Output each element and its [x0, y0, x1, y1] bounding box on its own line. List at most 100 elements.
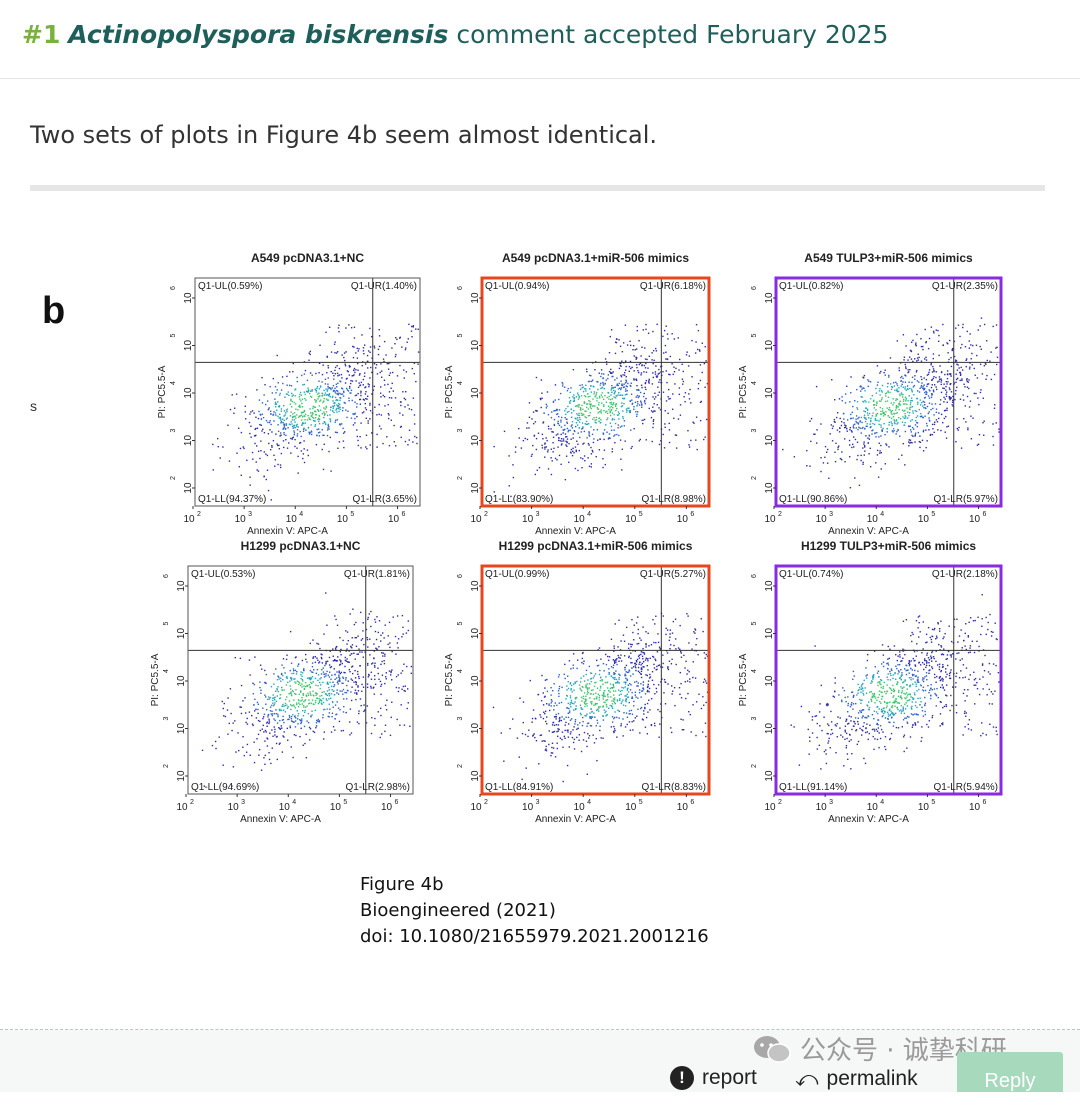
scatter-point — [297, 715, 298, 716]
scatter-point — [358, 445, 359, 446]
scatter-point — [288, 391, 289, 392]
scatter-point — [910, 440, 911, 441]
scatter-point — [612, 419, 613, 420]
scatter-point — [354, 670, 355, 671]
scatter-point — [349, 669, 350, 670]
scatter-point — [346, 378, 347, 379]
x-tick-label: 10 — [677, 802, 689, 813]
scatter-point — [932, 434, 933, 435]
scatter-point — [882, 428, 883, 429]
scatter-point — [288, 442, 289, 443]
scatter-point — [878, 420, 879, 421]
scatter-point — [541, 445, 542, 446]
scatter-point — [254, 656, 255, 657]
scatter-point — [577, 728, 578, 729]
scatter-point — [623, 418, 624, 419]
scatter-point — [222, 701, 223, 702]
scatter-point — [292, 426, 293, 427]
scatter-point — [307, 678, 308, 679]
scatter-point — [552, 451, 553, 452]
scatter-point — [301, 419, 302, 420]
scatter-point — [316, 444, 317, 445]
scatter-point — [844, 438, 845, 439]
scatter-point — [367, 705, 368, 706]
scatter-point — [337, 390, 338, 391]
scatter-point — [933, 414, 934, 415]
scatter-point — [404, 724, 405, 725]
scatter-point — [293, 363, 294, 364]
scatter-point — [349, 386, 350, 387]
scatter-point — [298, 706, 299, 707]
scatter-point — [614, 660, 615, 661]
scatter-point — [945, 410, 946, 411]
scatter-point — [371, 672, 372, 673]
scatter-point — [658, 684, 659, 685]
scatter-point — [573, 742, 574, 743]
scatter-point — [493, 446, 494, 447]
scatter-point — [939, 404, 940, 405]
scatter-point — [309, 727, 310, 728]
scatter-point — [309, 433, 310, 434]
scatter-point — [319, 695, 320, 696]
scatter-point — [905, 364, 906, 365]
scatter-point — [286, 655, 287, 656]
scatter-point — [829, 433, 830, 434]
scatter-point — [616, 339, 617, 340]
scatter-point — [324, 394, 325, 395]
scatter-point — [672, 409, 673, 410]
scatter-point — [305, 734, 306, 735]
scatter-point — [310, 419, 311, 420]
scatter-point — [622, 374, 623, 375]
scatter-point — [966, 358, 967, 359]
scatter-point — [327, 435, 328, 436]
scatter-point — [674, 687, 675, 688]
scatter-point — [928, 627, 929, 628]
scatter-point — [611, 373, 612, 374]
scatter-point — [653, 419, 654, 420]
scatter-point — [958, 325, 959, 326]
scatter-point — [885, 374, 886, 375]
scatter-point — [339, 423, 340, 424]
scatter-point — [647, 675, 648, 676]
scatter-point — [351, 732, 352, 733]
scatter-point — [933, 331, 934, 332]
scatter-point — [666, 370, 667, 371]
scatter-point — [329, 682, 330, 683]
scatter-point — [280, 418, 281, 419]
scatter-point — [366, 409, 367, 410]
scatter-point — [987, 360, 988, 361]
scatter-point — [875, 409, 876, 410]
scatter-point — [631, 394, 632, 395]
scatter-point — [847, 430, 848, 431]
scatter-point — [573, 667, 574, 668]
scatter-point — [318, 372, 319, 373]
scatter-point — [320, 684, 321, 685]
scatter-point — [874, 424, 875, 425]
scatter-point — [657, 386, 658, 387]
scatter-point — [334, 718, 335, 719]
scatter-point — [543, 692, 544, 693]
scatter-point — [274, 702, 275, 703]
scatter-point — [618, 435, 619, 436]
scatter-point — [301, 412, 302, 413]
x-tick-label: 10 — [574, 514, 586, 525]
scatter-point — [847, 759, 848, 760]
scatter-point — [262, 729, 263, 730]
scatter-point — [569, 430, 570, 431]
scatter-point — [272, 747, 273, 748]
scatter-point — [984, 365, 985, 366]
scatter-point — [905, 397, 906, 398]
scatter-point — [334, 668, 335, 669]
scatter-point — [611, 639, 612, 640]
scatter-point — [243, 448, 244, 449]
scatter-point — [896, 406, 897, 407]
scatter-point — [928, 374, 929, 375]
scatter-point — [876, 420, 877, 421]
scatter-point — [626, 376, 627, 377]
scatter-point — [625, 370, 626, 371]
scatter-point — [859, 485, 860, 486]
scatter-point — [882, 385, 883, 386]
scatter-point — [291, 393, 292, 394]
scatter-point — [852, 412, 853, 413]
scatter-point — [249, 674, 250, 675]
